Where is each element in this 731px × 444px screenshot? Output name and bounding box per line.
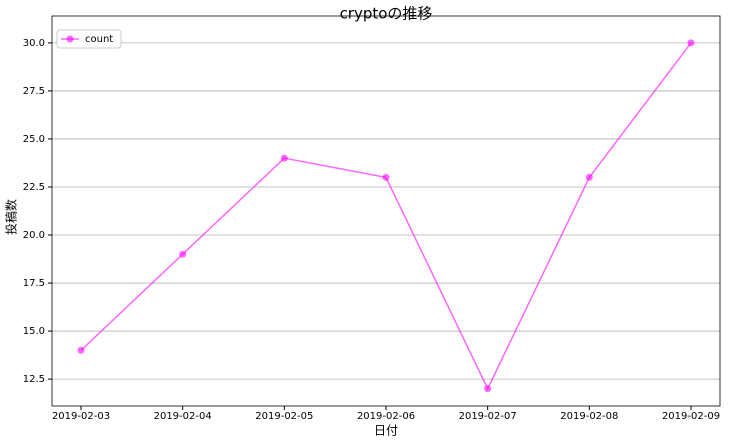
point [280, 154, 288, 162]
x-tick-label: 2019-02-05 [255, 411, 313, 422]
y-tick-label: 27.5 [23, 86, 45, 97]
series-line [80, 42, 692, 391]
legend-label: count [85, 34, 113, 45]
y-tick-label: 30.0 [23, 38, 45, 49]
y-tick-label: 22.5 [23, 182, 45, 193]
x-tick-label: 2019-02-06 [357, 411, 415, 422]
point [77, 346, 85, 354]
x-axis-label: 日付 [374, 424, 398, 438]
point [687, 39, 695, 47]
point [585, 173, 593, 181]
x-tick-label: 2019-02-04 [154, 411, 212, 422]
y-tick-label: 25.0 [23, 134, 45, 145]
y-tick-label: 15.0 [23, 326, 45, 337]
x-tick-label: 2019-02-08 [560, 411, 618, 422]
point [484, 385, 492, 393]
y-axis-label: 投稿数 [4, 199, 19, 235]
x-tick-label: 2019-02-03 [52, 411, 110, 422]
chart-title: cryptoの推移 [340, 5, 433, 23]
x-tick-label: 2019-02-07 [459, 411, 517, 422]
point [382, 173, 390, 181]
y-tick-label: 12.5 [23, 374, 45, 385]
legend-box [56, 29, 122, 49]
legend-marker [66, 35, 74, 43]
x-tick-label: 2019-02-09 [662, 411, 720, 422]
y-tick-label: 17.5 [23, 278, 45, 289]
plot-frame [51, 15, 721, 407]
point [179, 250, 187, 258]
y-tick-label: 20.0 [23, 230, 45, 241]
